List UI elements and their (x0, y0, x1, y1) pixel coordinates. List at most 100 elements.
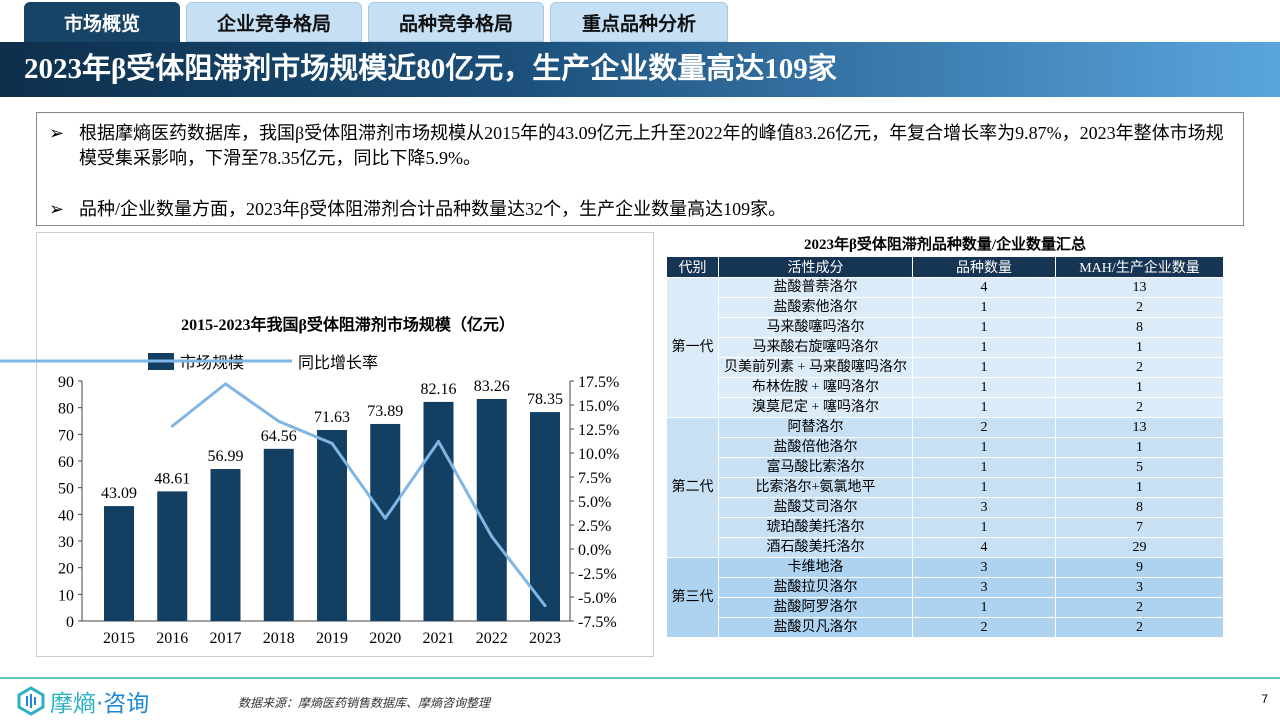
summary-box: ➢ 根据摩熵医药数据库，我国β受体阻滞剂市场规模从2015年的43.09亿元上升… (36, 112, 1244, 226)
bar-data-label: 82.16 (421, 381, 457, 398)
bar-data-label: 43.09 (101, 485, 137, 502)
y-tick-left: 80 (58, 401, 74, 418)
y-tick-right: 2.5% (578, 518, 611, 535)
tab-variety-competition[interactable]: 品种竞争格局 (368, 2, 544, 42)
data-source: 数据来源：摩熵医药销售数据库、摩熵咨询整理 (238, 696, 491, 710)
nav-tabs: 市场概览 企业竞争格局 品种竞争格局 重点品种分析 (24, 2, 728, 42)
bar-data-label: 71.63 (314, 409, 350, 426)
bar-data-label: 48.61 (154, 470, 190, 487)
ingredient-cell: 马来酸右旋噻吗洛尔 (718, 337, 913, 358)
bar (370, 423, 401, 621)
ingredient-cell: 马来酸噻吗洛尔 (718, 317, 913, 338)
enterprise-count-cell: 9 (1055, 557, 1224, 578)
x-tick: 2021 (423, 630, 455, 647)
summary-bullet: ➢ 根据摩熵医药数据库，我国β受体阻滞剂市场规模从2015年的43.09亿元上升… (49, 121, 1239, 171)
ingredient-cell: 阿替洛尔 (718, 417, 913, 438)
y-tick-left: 70 (58, 427, 74, 444)
generation-cell: 第一代 (666, 277, 719, 418)
tab-key-variety-analysis[interactable]: 重点品种分析 (550, 2, 728, 42)
x-tick: 2018 (263, 630, 295, 647)
col-header: MAH/生产企业数量 (1055, 256, 1224, 278)
table-row: 盐酸贝凡洛尔 2 2 (667, 617, 1224, 638)
ingredient-cell: 卡维地洛 (718, 557, 913, 578)
enterprise-count-cell: 13 (1055, 417, 1224, 438)
y-tick-left: 30 (58, 534, 74, 551)
logo-icon (17, 686, 45, 716)
x-tick: 2016 (156, 630, 188, 647)
y-tick-left: 20 (58, 561, 74, 578)
bar (104, 506, 134, 621)
table-row: 盐酸索他洛尔 1 2 (667, 297, 1224, 318)
variety-summary-table: 代别 活性成分 品种数量 MAH/生产企业数量 第一代 盐酸普萘洛尔 4 13 盐酸索他… (666, 256, 1224, 638)
y-tick-right: 12.5% (578, 422, 619, 439)
tab-market-overview[interactable]: 市场概览 (24, 2, 180, 42)
enterprise-count-cell: 7 (1055, 517, 1224, 538)
variety-count-cell: 4 (912, 537, 1056, 558)
col-header: 代别 (666, 256, 719, 278)
page-number: 7 (1261, 692, 1268, 706)
x-tick: 2019 (316, 630, 348, 647)
bar (423, 401, 454, 621)
y-tick-right: -2.5% (578, 566, 617, 583)
table-row: 盐酸阿罗洛尔 1 2 (667, 597, 1224, 618)
y-tick-right: 7.5% (578, 470, 611, 487)
enterprise-count-cell: 1 (1055, 377, 1224, 398)
enterprise-count-cell: 29 (1055, 537, 1224, 558)
variety-count-cell: 1 (912, 377, 1056, 398)
variety-count-cell: 2 (912, 617, 1056, 638)
x-tick: 2017 (210, 630, 242, 647)
variety-count-cell: 3 (912, 557, 1056, 578)
page-title: 2023年β受体阻滞剂市场规模近80亿元，生产企业数量高达109家 (0, 42, 1280, 97)
table-row: 第三代 卡维地洛 3 9 (666, 557, 1224, 638)
tab-enterprise-competition[interactable]: 企业竞争格局 (186, 2, 362, 42)
ingredient-cell: 酒石酸美托洛尔 (718, 537, 913, 558)
enterprise-count-cell: 13 (1055, 277, 1224, 298)
y-tick-right: -5.0% (578, 590, 617, 607)
ingredient-cell: 盐酸阿罗洛尔 (718, 597, 913, 618)
variety-count-cell: 1 (912, 457, 1056, 478)
y-tick-right: 10.0% (578, 446, 619, 463)
market-size-chart: 2015-2023年我国β受体阻滞剂市场规模（亿元） 市场规模 同比增长率 0 1… (0, 315, 619, 647)
ingredient-cell: 盐酸索他洛尔 (718, 297, 913, 318)
bar (317, 429, 347, 621)
table-row: 马来酸右旋噻吗洛尔 1 1 (667, 337, 1224, 358)
table-row: 第一代 盐酸普萘洛尔 4 13 (666, 277, 1224, 418)
enterprise-count-cell: 2 (1055, 617, 1224, 638)
legend-line-label: 同比增长率 (298, 354, 378, 372)
legend-bar-label: 市场规模 (180, 354, 244, 372)
table-row: 盐酸艾司洛尔 3 8 (667, 497, 1224, 518)
growth-rate-point (383, 516, 387, 520)
enterprise-count-cell: 8 (1055, 317, 1224, 338)
bar (476, 398, 507, 621)
y-tick-left: 90 (58, 374, 74, 391)
x-tick: 2015 (103, 630, 135, 647)
bar (530, 412, 560, 621)
table-row: 溴莫尼定 + 噻吗洛尔 1 2 (667, 397, 1224, 418)
bar (263, 448, 294, 621)
bar-data-label: 73.89 (367, 403, 403, 420)
generation-cell: 第三代 (666, 557, 719, 638)
arrow-right-icon: ➢ (49, 199, 65, 219)
enterprise-count-cell: 8 (1055, 497, 1224, 518)
y-tick-left: 60 (58, 454, 74, 471)
growth-rate-line (171, 382, 547, 607)
ingredient-cell: 贝美前列素 + 马来酸噻吗洛尔 (718, 357, 913, 378)
bar (210, 469, 241, 621)
variety-count-cell: 1 (912, 597, 1056, 618)
table-row: 琥珀酸美托洛尔 1 7 (667, 517, 1224, 538)
y-tick-right: 15.0% (578, 398, 619, 415)
growth-rate-point (330, 441, 334, 445)
chart-title: 2015-2023年我国β受体阻滞剂市场规模（亿元） (181, 315, 515, 334)
y-tick-left: 0 (66, 614, 74, 631)
variety-count-cell: 1 (912, 477, 1056, 498)
variety-count-cell: 1 (912, 357, 1056, 378)
table-row: 盐酸倍他洛尔 1 1 (667, 437, 1224, 458)
y-tick-right: 17.5% (578, 374, 619, 391)
col-header: 活性成分 (718, 256, 913, 278)
enterprise-count-cell: 1 (1055, 337, 1224, 358)
variety-count-cell: 1 (912, 317, 1056, 338)
table-row: 布林佐胺 + 噻吗洛尔 1 1 (667, 377, 1224, 398)
table-row: 盐酸拉贝洛尔 3 3 (667, 577, 1224, 598)
enterprise-count-cell: 2 (1055, 597, 1224, 618)
footer-divider (0, 677, 1280, 679)
